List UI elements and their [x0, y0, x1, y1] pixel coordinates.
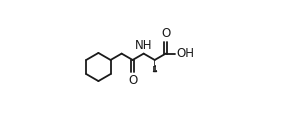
Text: NH: NH [135, 39, 152, 52]
Text: OH: OH [176, 47, 194, 60]
Text: O: O [161, 27, 170, 40]
Text: O: O [128, 74, 137, 87]
